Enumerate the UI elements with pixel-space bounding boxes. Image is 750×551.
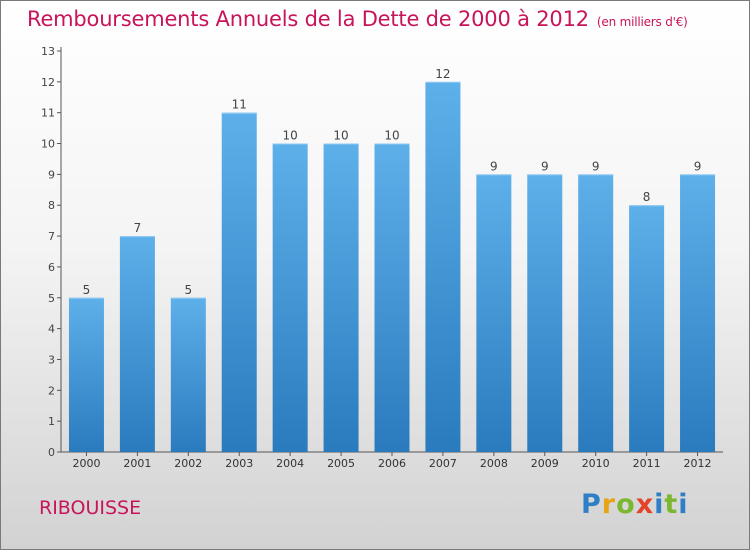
bar xyxy=(68,297,104,452)
y-tick-label: 3 xyxy=(48,353,55,366)
chart-title: Remboursements Annuels de la Dette de 20… xyxy=(27,7,688,31)
data-label: 7 xyxy=(134,221,142,235)
x-tick-label: 2009 xyxy=(531,457,559,470)
x-tick-label: 2012 xyxy=(684,457,712,470)
logo-letter: t xyxy=(664,489,679,520)
data-label: 10 xyxy=(384,129,399,143)
y-tick-label: 6 xyxy=(48,261,55,274)
data-label: 10 xyxy=(283,129,298,143)
data-label: 12 xyxy=(435,67,450,81)
y-tick-label: 7 xyxy=(48,230,55,243)
proxiti-logo-text: Proxiti xyxy=(581,489,689,520)
y-tick-label: 4 xyxy=(48,323,55,336)
bar xyxy=(680,174,716,452)
bar xyxy=(221,112,257,452)
bar xyxy=(425,81,461,452)
x-tick-label: 2000 xyxy=(72,457,100,470)
x-tick-label: 2003 xyxy=(225,457,253,470)
y-tick-label: 10 xyxy=(41,138,55,151)
x-tick-label: 2002 xyxy=(174,457,202,470)
data-label: 10 xyxy=(333,129,348,143)
x-tick-label: 2010 xyxy=(582,457,610,470)
data-label: 9 xyxy=(592,159,600,173)
bar xyxy=(170,297,206,452)
bar xyxy=(374,143,410,453)
y-tick-label: 9 xyxy=(48,168,55,181)
x-tick-label: 2011 xyxy=(633,457,661,470)
x-tick-label: 2005 xyxy=(327,457,355,470)
y-tick-label: 13 xyxy=(41,45,55,58)
y-tick-label: 11 xyxy=(41,107,55,120)
data-label: 9 xyxy=(541,159,549,173)
y-tick-label: 1 xyxy=(48,415,55,428)
bar xyxy=(323,143,359,453)
data-label: 9 xyxy=(490,159,498,173)
chart-x-ticks: 2000 2001 2002 2003 2004 2005 2006 2007 2008 2009… xyxy=(72,452,712,470)
commune-name: RIBOUISSE xyxy=(39,497,142,519)
logo-letter: i xyxy=(678,489,689,520)
x-tick-label: 2008 xyxy=(480,457,508,470)
logo-letter: P xyxy=(581,489,602,520)
y-tick-label: 5 xyxy=(48,292,55,305)
y-tick-label: 2 xyxy=(48,384,55,397)
logo-letter: x xyxy=(635,489,655,520)
data-label: 5 xyxy=(83,283,91,297)
y-tick-label: 12 xyxy=(41,76,55,89)
y-tick-label: 0 xyxy=(48,446,55,459)
x-tick-label: 2007 xyxy=(429,457,457,470)
logo-letter: i xyxy=(654,489,665,520)
bar xyxy=(476,174,512,452)
chart-bars xyxy=(68,81,716,453)
logo-letter: r xyxy=(601,489,617,520)
logo-letter: o xyxy=(616,489,636,520)
chart-data-labels: 5 7 5 11 10 10 10 12 9 9 9 8 9 xyxy=(83,67,702,297)
bar xyxy=(578,174,614,452)
data-label: 11 xyxy=(232,98,247,112)
bar xyxy=(272,143,308,453)
chart-unit: (en milliers d'€) xyxy=(596,15,688,29)
data-label: 5 xyxy=(184,283,192,297)
proxiti-logo[interactable]: Proxiti xyxy=(581,489,689,520)
bar xyxy=(629,205,665,452)
bar xyxy=(527,174,563,452)
data-label: 9 xyxy=(694,159,702,173)
bar xyxy=(119,236,155,452)
y-tick-label: 8 xyxy=(48,199,55,212)
x-tick-label: 2006 xyxy=(378,457,406,470)
x-tick-label: 2004 xyxy=(276,457,304,470)
chart-title-text: Remboursements Annuels de la Dette de 20… xyxy=(27,7,589,31)
x-tick-label: 2001 xyxy=(123,457,151,470)
data-label: 8 xyxy=(643,190,651,204)
